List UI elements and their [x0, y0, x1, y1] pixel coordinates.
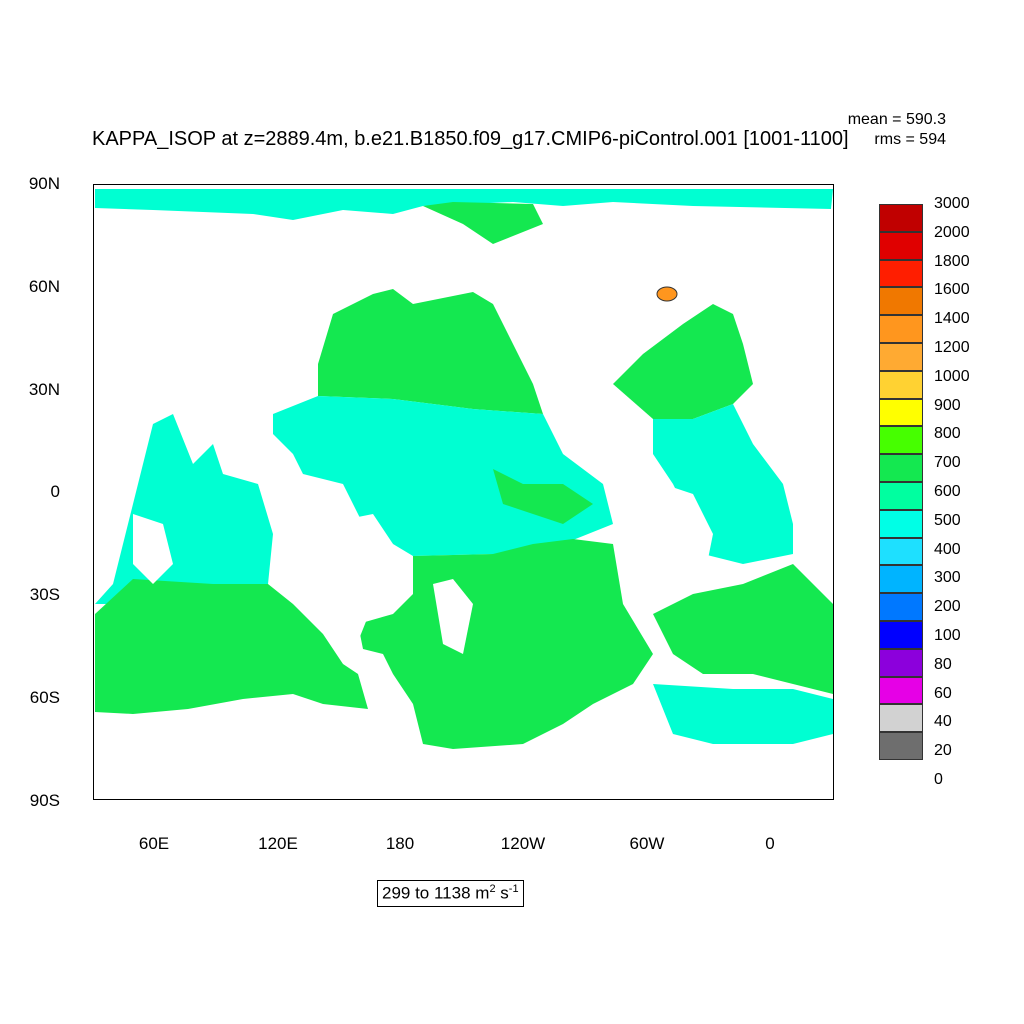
legend-swatch: [879, 620, 923, 649]
legend-label: 900: [934, 396, 961, 414]
legend-swatch: [879, 426, 923, 455]
legend-swatch: [879, 509, 923, 538]
legend-swatch: [879, 648, 923, 677]
legend-label: 700: [934, 454, 961, 472]
legend-label: 3000: [934, 195, 970, 212]
legend-label: 300: [934, 569, 961, 587]
lat-label-60s: 60S: [29, 688, 60, 707]
legend-swatch: [879, 593, 923, 621]
color-legend: [879, 204, 923, 760]
lon-label-60e: 60E: [138, 834, 170, 853]
legend-label: 1400: [934, 310, 970, 328]
units-range-box: 299 to 1138 m2 s-1: [377, 880, 524, 907]
legend-swatch: [879, 259, 923, 288]
lon-label-0: 0: [765, 834, 775, 853]
legend-label: 200: [934, 598, 961, 616]
legend-label: 400: [934, 540, 961, 558]
lat-label-0: 0: [50, 482, 60, 501]
legend-swatch: [879, 732, 923, 760]
legend-swatch: [879, 231, 923, 260]
legend-swatch: [879, 676, 923, 705]
lon-label-120e: 120E: [258, 834, 298, 853]
legend-swatch: [879, 537, 923, 566]
plot-frame: [93, 184, 834, 800]
south-pacific-green: [358, 539, 653, 749]
lon-label-60w: 60W: [629, 834, 665, 853]
mean-stat: mean = 590.3: [847, 111, 946, 128]
north-pacific-green: [318, 289, 543, 414]
legend-swatch: [879, 342, 923, 371]
chart-title: KAPPA_ISOP at z=2889.4m, b.e21.B1850.f09…: [92, 128, 849, 150]
legend-swatch: [879, 370, 923, 399]
legend-label: 500: [934, 511, 961, 529]
legend-label: 1000: [934, 367, 970, 385]
pacific-cyan: [273, 396, 613, 564]
legend-swatch: [879, 287, 923, 316]
greenland-orange-patch: [656, 286, 678, 302]
legend-label: 80: [934, 655, 952, 673]
legend-swatch: [879, 204, 923, 232]
legend-label: 0: [934, 771, 943, 788]
lat-label-90n: 90N: [28, 174, 60, 193]
legend-label: 1200: [934, 339, 970, 356]
legend-label: 1800: [934, 252, 970, 270]
legend-swatch: [879, 565, 923, 594]
lat-label-60n: 60N: [28, 277, 60, 296]
legend-label: 20: [934, 742, 952, 760]
legend-label: 800: [934, 425, 961, 443]
rms-stat: rms = 594: [874, 131, 946, 148]
lat-label-90s: 90S: [29, 791, 60, 810]
ocean-map: [93, 184, 834, 800]
lon-label-120w: 120W: [500, 834, 546, 853]
legend-swatch: [879, 454, 923, 482]
legend-label: 60: [934, 684, 952, 702]
legend-swatch: [879, 704, 923, 733]
arctic-ocean: [95, 189, 833, 220]
north-atlantic-green: [613, 304, 753, 419]
legend-label: 600: [934, 483, 961, 500]
southern-ocean-green: [95, 579, 368, 714]
legend-swatch: [879, 315, 923, 343]
lon-label-180: 180: [385, 834, 415, 853]
lat-label-30n: 30N: [28, 380, 60, 399]
legend-swatch: [879, 481, 923, 510]
legend-label: 1600: [934, 281, 970, 299]
legend-label: 100: [934, 627, 961, 644]
legend-swatch: [879, 398, 923, 427]
legend-label: 2000: [934, 223, 970, 241]
lat-label-30s: 30S: [29, 585, 60, 604]
legend-label: 40: [934, 713, 952, 731]
